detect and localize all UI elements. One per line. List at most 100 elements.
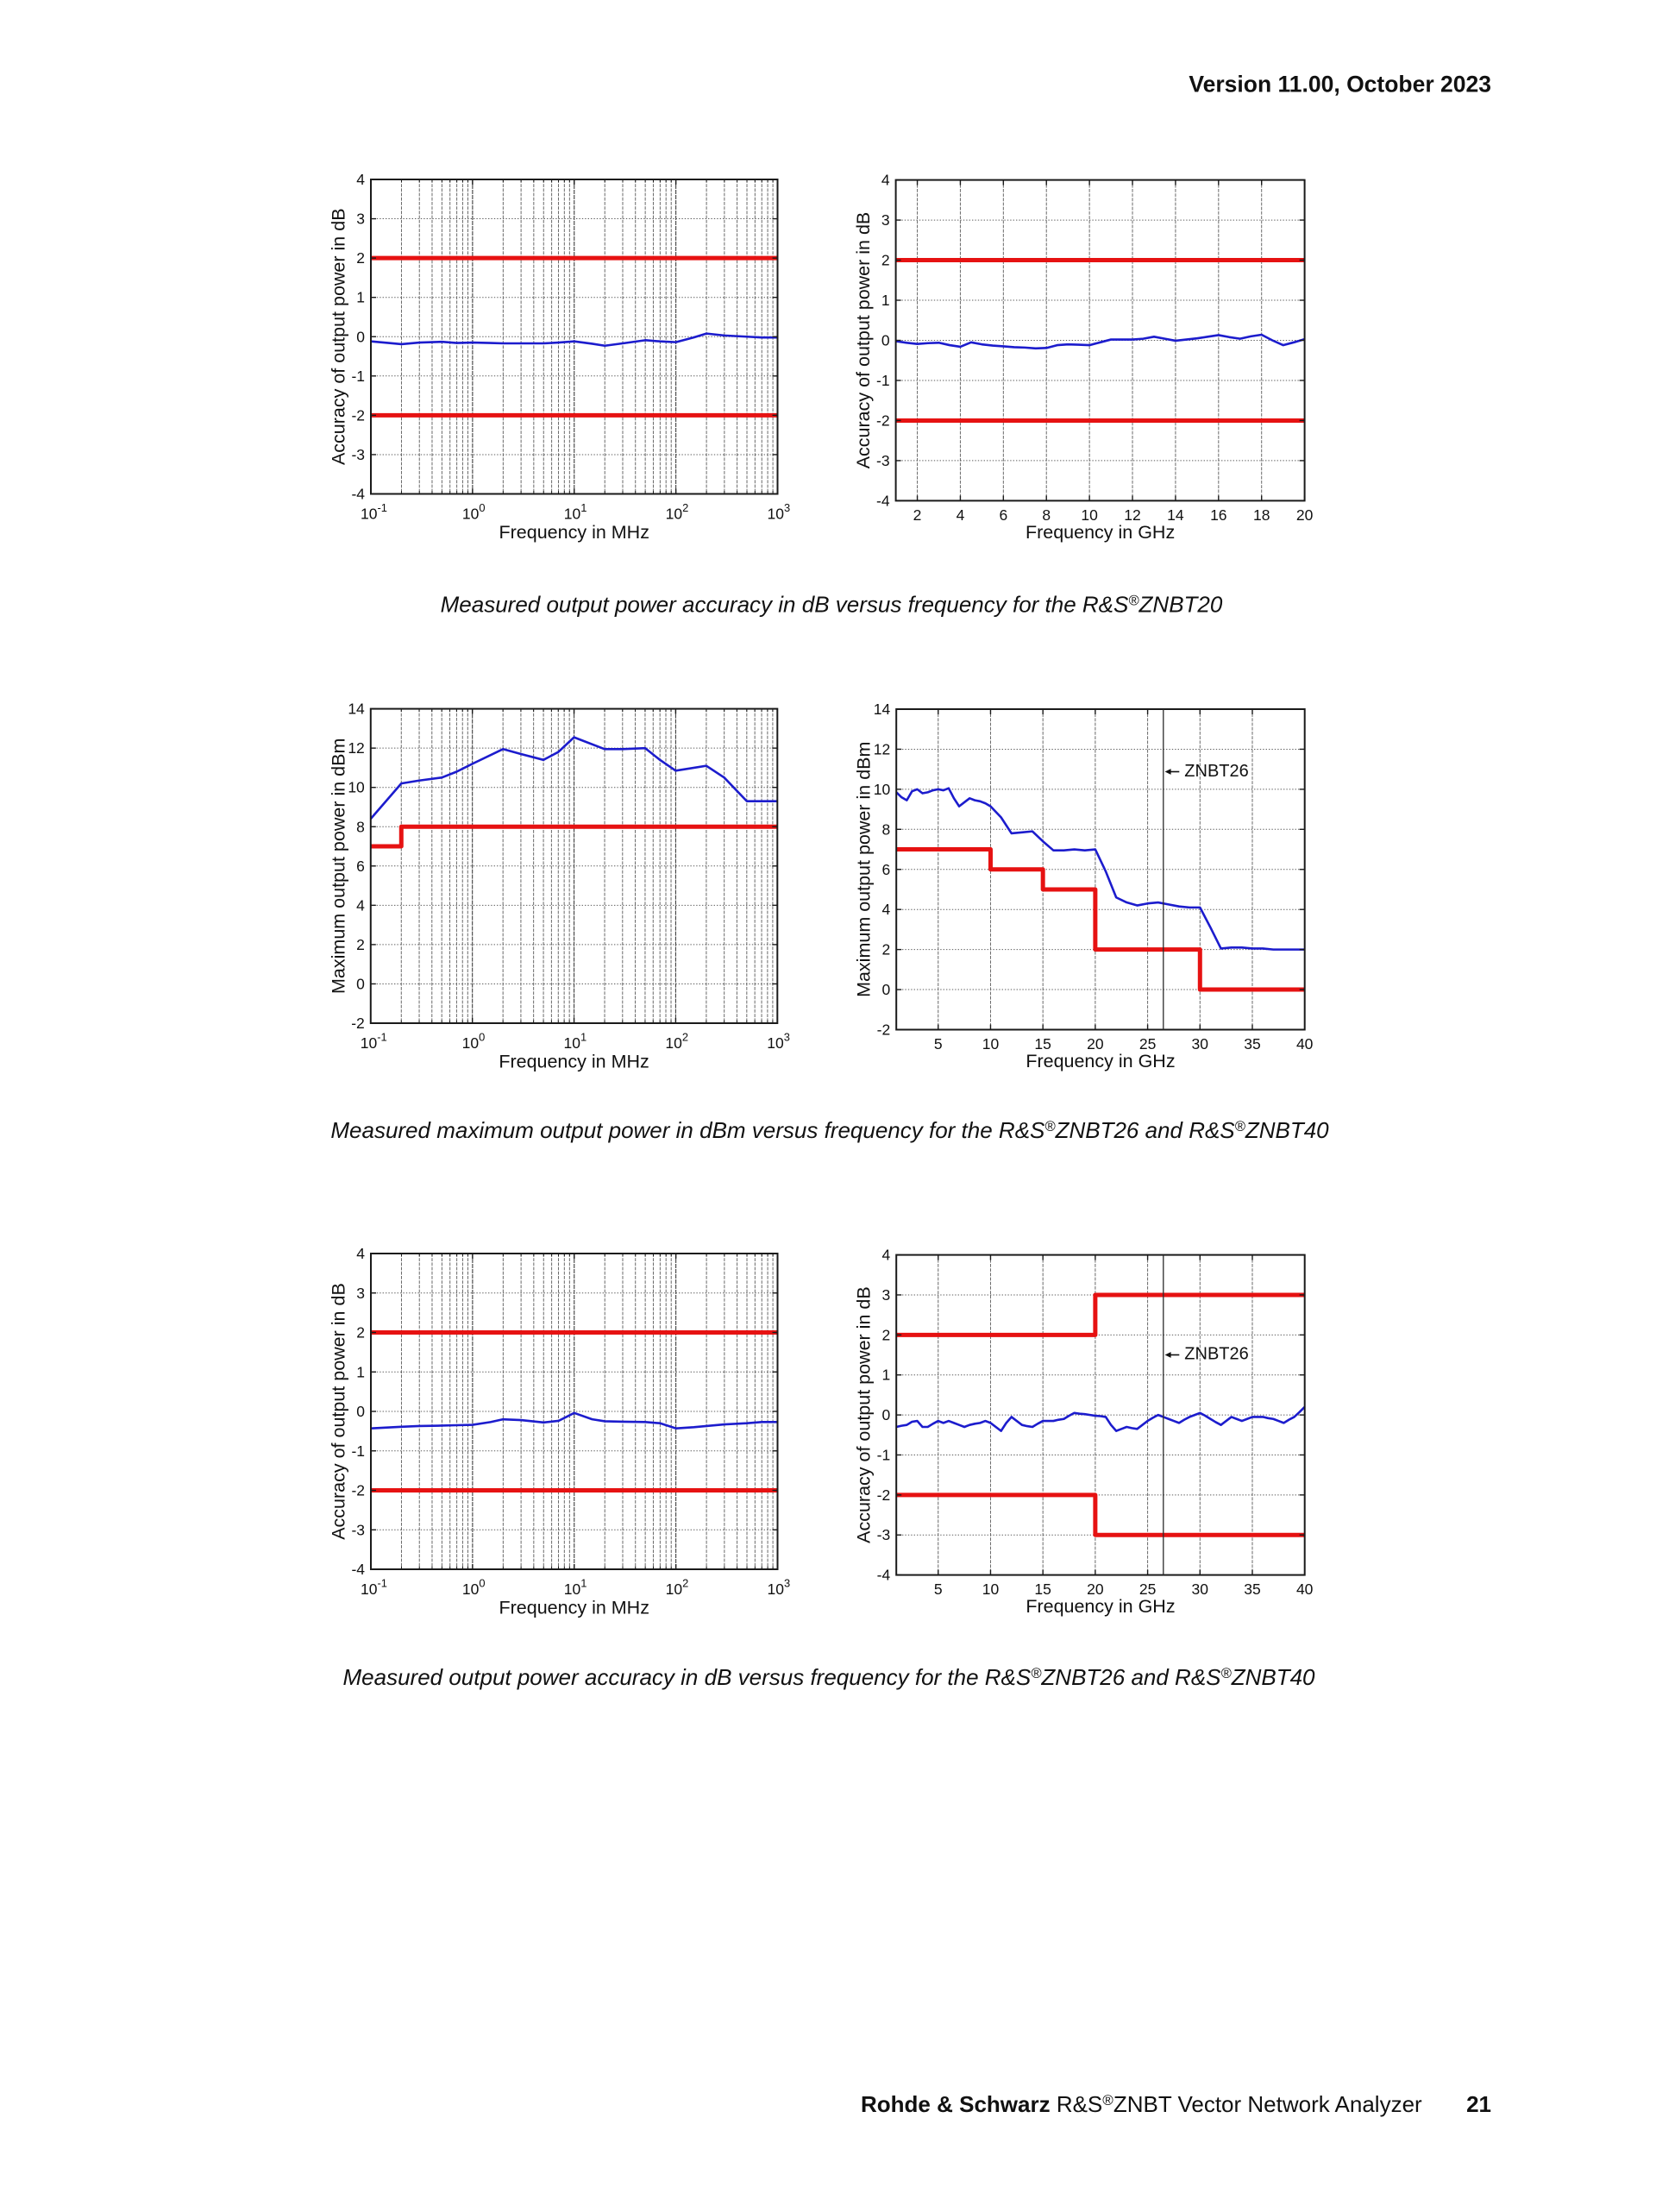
svg-text:35: 35	[1244, 1580, 1260, 1598]
svg-text:40: 40	[1296, 1580, 1314, 1598]
svg-text:20: 20	[1087, 1580, 1104, 1598]
svg-text:Accuracy of output power in dB: Accuracy of output power in dB	[329, 1283, 349, 1540]
svg-text:Accuracy of output power in dB: Accuracy of output power in dB	[853, 212, 874, 469]
svg-text:8: 8	[1042, 506, 1051, 524]
svg-text:2: 2	[356, 936, 365, 953]
svg-text:-2: -2	[351, 1015, 365, 1032]
svg-text:ZNBT26: ZNBT26	[1184, 762, 1248, 781]
svg-text:6: 6	[999, 506, 1007, 524]
svg-text:25: 25	[1139, 1580, 1156, 1598]
svg-text:Measured output power accuracy: Measured output power accuracy in dB ver…	[343, 1664, 1316, 1690]
svg-text:4: 4	[881, 1247, 890, 1264]
svg-text:6: 6	[881, 861, 890, 878]
svg-text:-1: -1	[351, 368, 365, 385]
svg-text:Frequency in MHz: Frequency in MHz	[499, 1052, 649, 1072]
svg-text:3: 3	[881, 1286, 890, 1304]
svg-text:Accuracy of output power in dB: Accuracy of output power in dB	[329, 208, 349, 465]
svg-text:12: 12	[874, 740, 890, 757]
svg-text:25: 25	[1139, 1035, 1156, 1053]
svg-text:4: 4	[356, 896, 365, 914]
svg-text:-2: -2	[351, 1482, 365, 1499]
svg-text:Frequency in GHz: Frequency in GHz	[1026, 1051, 1175, 1071]
svg-text:8: 8	[356, 818, 365, 835]
svg-text:0: 0	[881, 981, 890, 998]
svg-text:10: 10	[982, 1580, 1000, 1598]
svg-text:-4: -4	[877, 1567, 891, 1584]
svg-text:10: 10	[982, 1035, 1000, 1053]
svg-text:14: 14	[348, 701, 365, 718]
svg-text:-3: -3	[876, 452, 890, 469]
svg-text:2: 2	[881, 252, 890, 269]
svg-text:-3: -3	[351, 446, 365, 463]
svg-text:0: 0	[881, 1406, 890, 1423]
svg-text:-4: -4	[351, 486, 365, 503]
svg-text:1: 1	[881, 1367, 890, 1384]
svg-text:30: 30	[1192, 1580, 1209, 1598]
svg-text:Accuracy of output power in dB: Accuracy of output power in dB	[854, 1286, 875, 1543]
svg-text:8: 8	[881, 820, 890, 838]
svg-text:Maximum output power in dBm: Maximum output power in dBm	[854, 742, 875, 997]
svg-text:10: 10	[874, 781, 891, 798]
svg-text:-4: -4	[351, 1561, 365, 1578]
svg-text:Frequency in MHz: Frequency in MHz	[499, 522, 649, 543]
svg-text:1: 1	[356, 289, 365, 306]
svg-text:-1: -1	[877, 1446, 891, 1463]
svg-text:12: 12	[348, 739, 364, 757]
svg-text:Frequency in MHz: Frequency in MHz	[499, 1598, 649, 1618]
svg-text:10: 10	[348, 779, 365, 796]
svg-text:2: 2	[913, 506, 922, 524]
svg-text:0: 0	[356, 328, 365, 345]
svg-text:2: 2	[356, 249, 365, 267]
svg-text:-4: -4	[876, 492, 890, 509]
svg-text:Maximum output power in dBm: Maximum output power in dBm	[328, 738, 348, 994]
svg-text:40: 40	[1296, 1035, 1314, 1053]
svg-text:2: 2	[356, 1324, 365, 1342]
svg-text:18: 18	[1253, 506, 1270, 524]
svg-text:103: 103	[768, 501, 791, 523]
svg-text:Measured output power accuracy: Measured output power accuracy in dB ver…	[441, 592, 1223, 618]
svg-text:4: 4	[881, 172, 890, 189]
svg-text:15: 15	[1034, 1580, 1051, 1598]
svg-text:Frequency in GHz: Frequency in GHz	[1026, 522, 1175, 543]
svg-text:3: 3	[356, 211, 365, 228]
svg-text:12: 12	[1124, 506, 1140, 524]
svg-text:20: 20	[1087, 1035, 1104, 1053]
svg-text:-2: -2	[877, 1486, 891, 1504]
svg-text:0: 0	[356, 975, 365, 992]
svg-text:30: 30	[1192, 1035, 1209, 1053]
svg-text:-1: -1	[876, 372, 890, 389]
svg-text:5: 5	[934, 1035, 943, 1053]
svg-text:-1: -1	[351, 1442, 365, 1460]
svg-text:4: 4	[356, 171, 365, 188]
svg-text:1: 1	[881, 292, 890, 309]
svg-text:101: 101	[564, 1577, 587, 1599]
svg-text:Frequency in GHz: Frequency in GHz	[1026, 1596, 1175, 1617]
svg-text:16: 16	[1210, 506, 1226, 524]
svg-text:15: 15	[1034, 1035, 1051, 1053]
svg-text:3: 3	[356, 1285, 365, 1302]
svg-text:5: 5	[934, 1580, 943, 1598]
svg-text:Version 11.00, October 2023: Version 11.00, October 2023	[1189, 72, 1491, 97]
svg-text:14: 14	[874, 701, 891, 718]
svg-text:21: 21	[1466, 2091, 1491, 2117]
svg-text:Rohde & Schwarz R&S®ZNBT Vecto: Rohde & Schwarz R&S®ZNBT Vector Network …	[861, 2091, 1422, 2117]
svg-text:10: 10	[1081, 506, 1098, 524]
svg-text:1: 1	[356, 1363, 365, 1380]
svg-text:-2: -2	[876, 412, 890, 429]
svg-text:2: 2	[881, 941, 890, 958]
svg-text:-3: -3	[877, 1526, 891, 1543]
svg-text:4: 4	[356, 1245, 365, 1262]
svg-text:14: 14	[1167, 506, 1184, 524]
svg-text:20: 20	[1296, 506, 1314, 524]
svg-text:-2: -2	[351, 406, 365, 424]
svg-text:0: 0	[881, 332, 890, 349]
svg-text:4: 4	[957, 506, 965, 524]
svg-text:-2: -2	[877, 1021, 891, 1039]
svg-text:4: 4	[881, 901, 890, 918]
svg-text:-3: -3	[351, 1521, 365, 1538]
svg-text:0: 0	[356, 1403, 365, 1420]
svg-text:35: 35	[1244, 1035, 1260, 1053]
svg-text:ZNBT26: ZNBT26	[1184, 1345, 1248, 1364]
svg-text:3: 3	[881, 211, 890, 229]
svg-text:Measured maximum output power: Measured maximum output power in dBm ver…	[330, 1117, 1329, 1143]
